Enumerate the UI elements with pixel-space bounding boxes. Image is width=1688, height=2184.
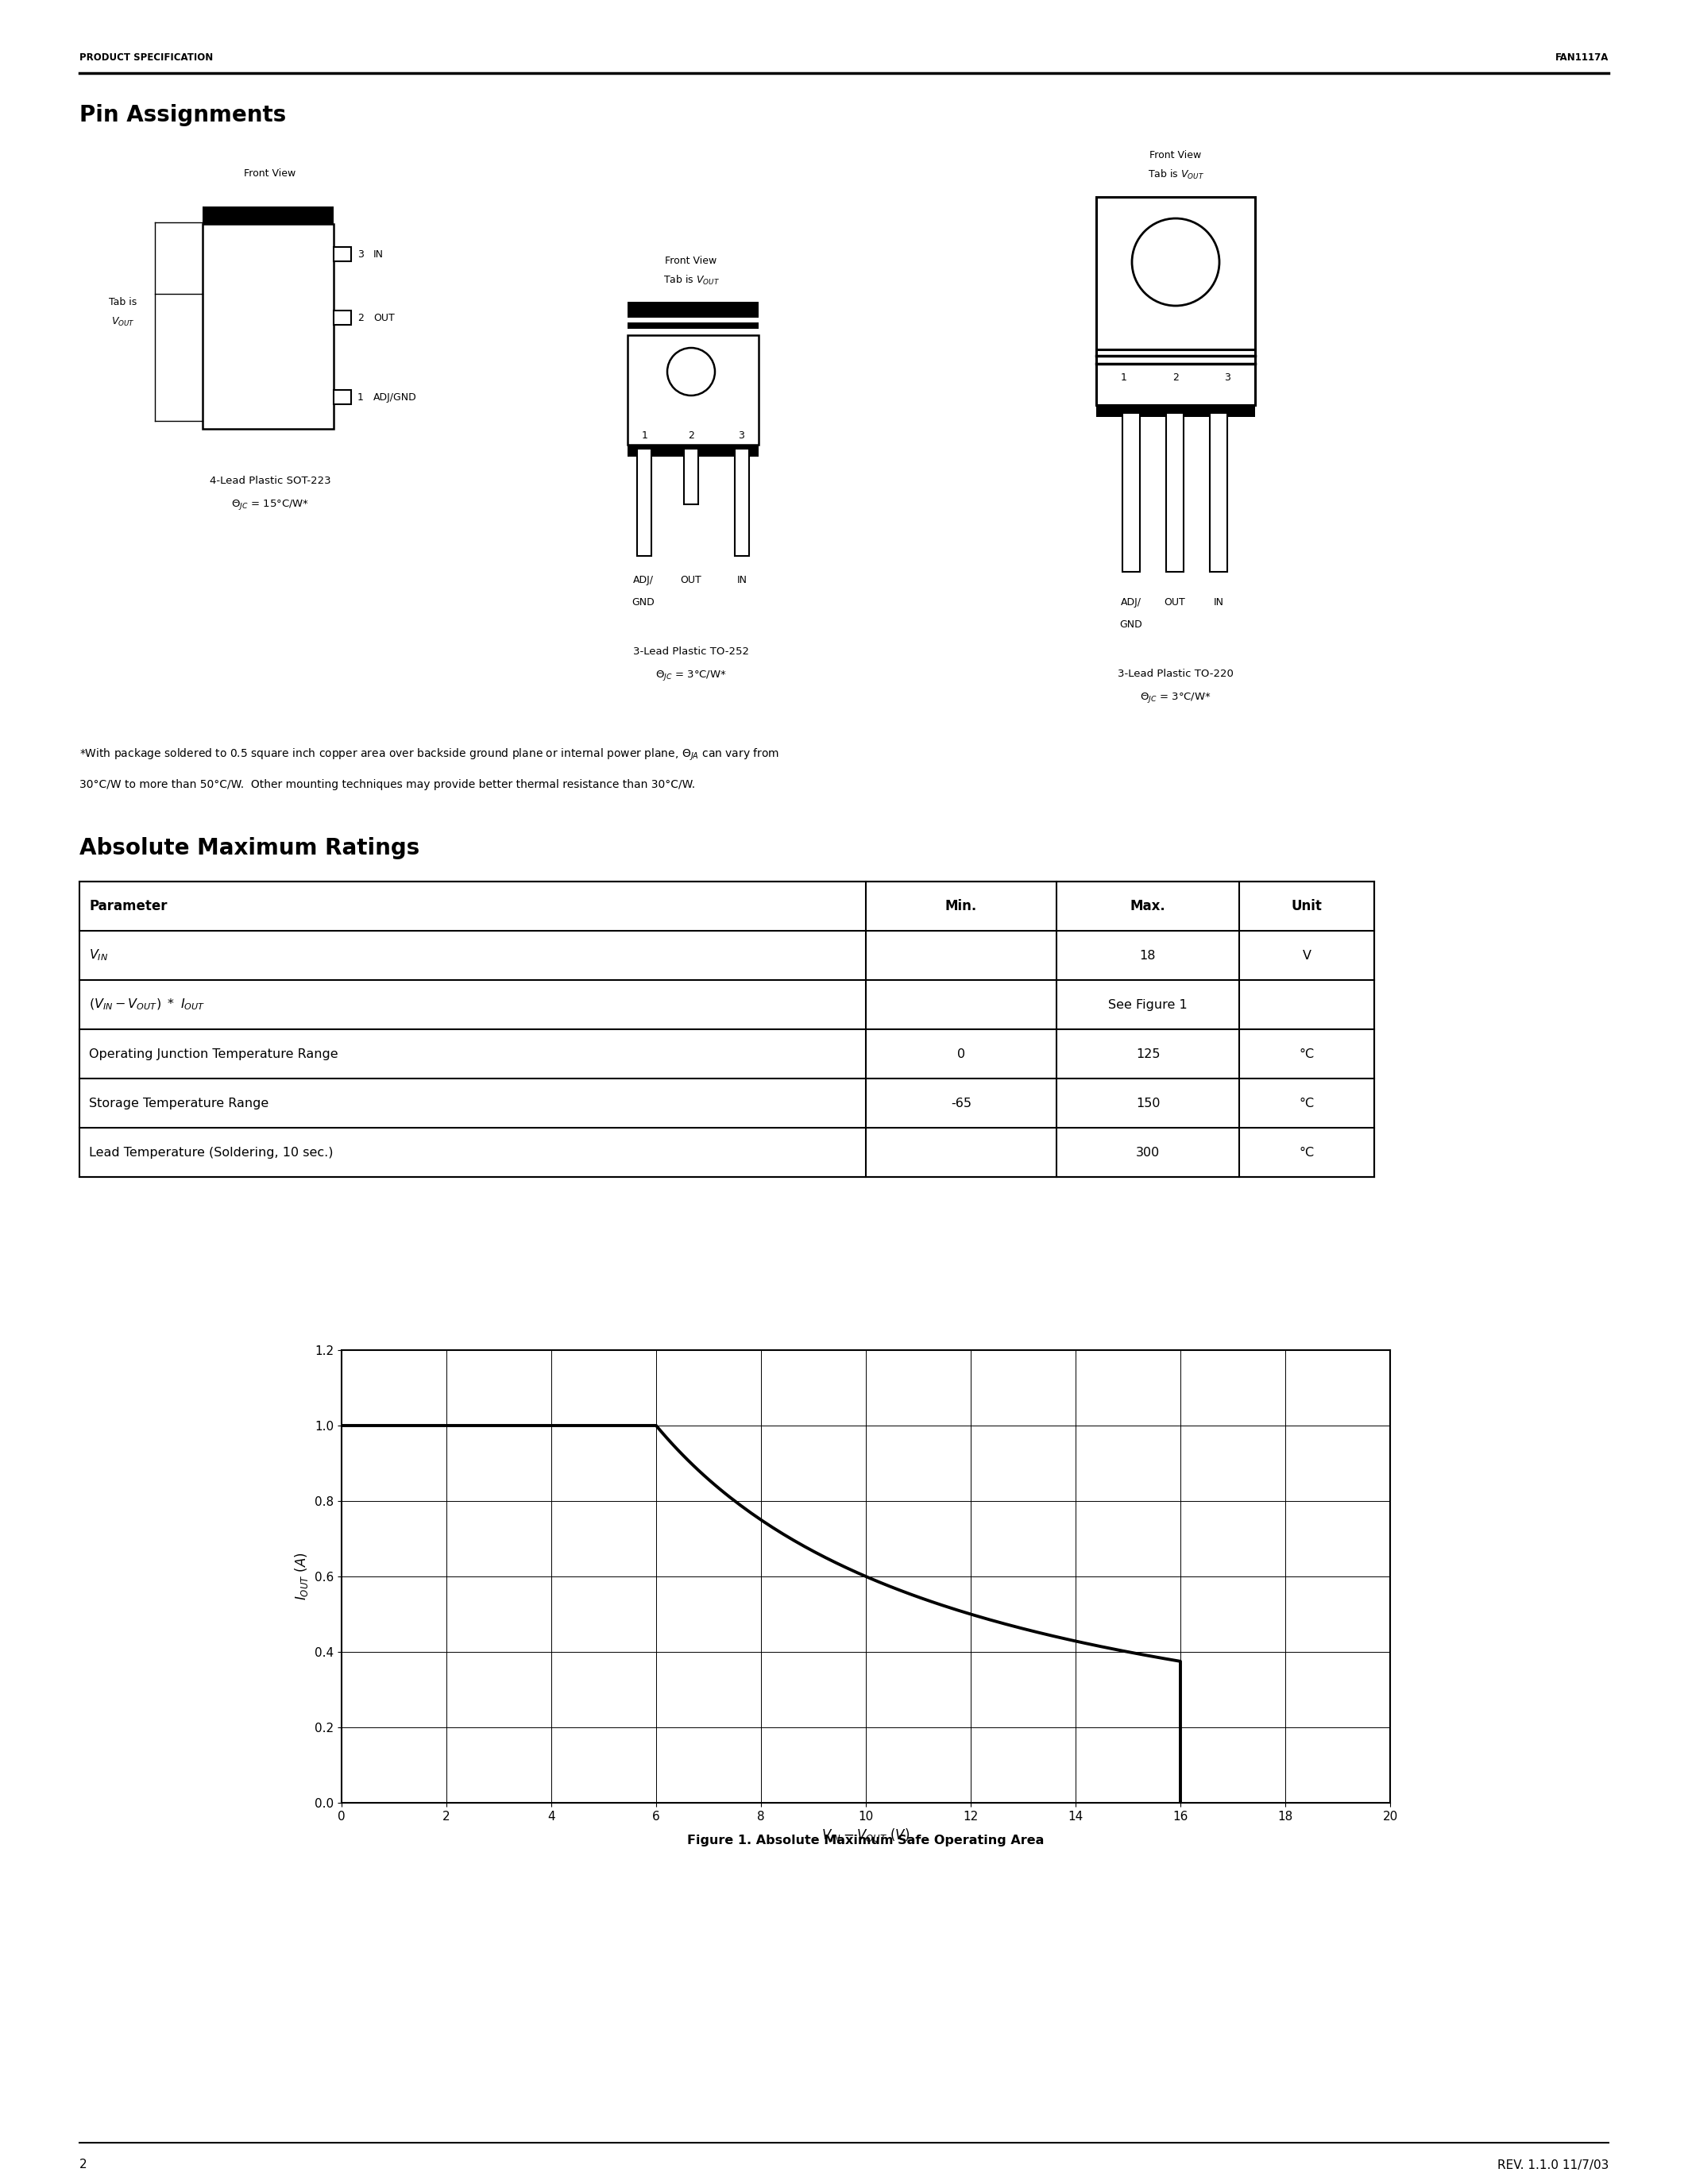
- Bar: [203, 225, 334, 428]
- Text: Max.: Max.: [1129, 900, 1166, 913]
- Bar: [1166, 413, 1183, 572]
- Text: OUT: OUT: [680, 574, 702, 585]
- Text: IN: IN: [736, 574, 748, 585]
- Text: ADJ/GND: ADJ/GND: [373, 391, 417, 402]
- Text: Tab is $V_{OUT}$: Tab is $V_{OUT}$: [663, 273, 719, 286]
- Bar: [734, 448, 749, 557]
- Text: 0: 0: [957, 1048, 966, 1059]
- Bar: [1210, 413, 1227, 572]
- Text: Operating Junction Temperature Range: Operating Junction Temperature Range: [89, 1048, 338, 1059]
- Bar: [203, 207, 334, 225]
- Text: Min.: Min.: [945, 900, 977, 913]
- Text: 4-Lead Plastic SOT-223: 4-Lead Plastic SOT-223: [209, 476, 331, 485]
- Text: 2: 2: [1173, 371, 1178, 382]
- Text: See Figure 1: See Figure 1: [1109, 998, 1187, 1011]
- Text: Tab is $V_{OUT}$: Tab is $V_{OUT}$: [1148, 168, 1204, 181]
- Text: °C: °C: [1300, 1048, 1315, 1059]
- Text: Pin Assignments: Pin Assignments: [79, 105, 287, 127]
- Text: 1: 1: [1121, 371, 1128, 382]
- Text: Absolute Maximum Ratings: Absolute Maximum Ratings: [79, 836, 420, 858]
- Text: Unit: Unit: [1291, 900, 1322, 913]
- Circle shape: [667, 347, 716, 395]
- Text: $\Theta_{JC}$ = 3°C/W*: $\Theta_{JC}$ = 3°C/W*: [1139, 690, 1212, 703]
- Text: FAN1117A: FAN1117A: [1555, 52, 1609, 63]
- Text: Front View: Front View: [245, 168, 295, 179]
- Text: V: V: [1303, 950, 1312, 961]
- Bar: [1096, 404, 1256, 417]
- Text: °C: °C: [1300, 1096, 1315, 1109]
- Text: 3: 3: [1224, 371, 1231, 382]
- Text: IN: IN: [373, 249, 383, 260]
- Text: 3: 3: [738, 430, 744, 441]
- Text: Parameter: Parameter: [89, 900, 167, 913]
- Text: $(V_{IN} - V_{OUT})\ *\ I_{OUT}$: $(V_{IN} - V_{OUT})\ *\ I_{OUT}$: [89, 998, 206, 1011]
- Text: 3: 3: [358, 249, 363, 260]
- Text: Storage Temperature Range: Storage Temperature Range: [89, 1096, 268, 1109]
- Text: 1: 1: [358, 391, 363, 402]
- Bar: [628, 323, 758, 330]
- Text: GND: GND: [1119, 618, 1143, 629]
- Bar: [628, 446, 758, 456]
- Text: 18: 18: [1139, 950, 1156, 961]
- Text: OUT: OUT: [373, 312, 395, 323]
- Text: GND: GND: [631, 596, 655, 607]
- Bar: [1096, 197, 1256, 349]
- Text: 1: 1: [641, 430, 648, 441]
- Text: 30°C/W to more than 50°C/W.  Other mounting techniques may provide better therma: 30°C/W to more than 50°C/W. Other mounti…: [79, 780, 695, 791]
- Text: Lead Temperature (Soldering, 10 sec.): Lead Temperature (Soldering, 10 sec.): [89, 1147, 333, 1158]
- Text: 300: 300: [1136, 1147, 1160, 1158]
- Text: $V_{OUT}$: $V_{OUT}$: [111, 317, 135, 328]
- Text: ADJ/: ADJ/: [633, 574, 653, 585]
- Text: PRODUCT SPECIFICATION: PRODUCT SPECIFICATION: [79, 52, 213, 63]
- Text: 3-Lead Plastic TO-252: 3-Lead Plastic TO-252: [633, 646, 749, 657]
- Y-axis label: $I_{OUT}\ (A)$: $I_{OUT}\ (A)$: [294, 1553, 311, 1601]
- Bar: [1123, 413, 1139, 572]
- Bar: [334, 310, 351, 325]
- Circle shape: [1133, 218, 1219, 306]
- Text: Figure 1. Absolute Maximum Safe Operating Area: Figure 1. Absolute Maximum Safe Operatin…: [687, 1835, 1045, 1845]
- Text: $\Theta_{JC}$ = 15°C/W*: $\Theta_{JC}$ = 15°C/W*: [231, 498, 309, 511]
- Bar: [684, 448, 699, 505]
- Text: Front View: Front View: [1150, 151, 1202, 159]
- Bar: [334, 391, 351, 404]
- Text: -65: -65: [950, 1096, 972, 1109]
- Text: ADJ/: ADJ/: [1121, 596, 1141, 607]
- Text: *With package soldered to 0.5 square inch copper area over backside ground plane: *With package soldered to 0.5 square inc…: [79, 747, 780, 762]
- Text: 3-Lead Plastic TO-220: 3-Lead Plastic TO-220: [1117, 668, 1234, 679]
- Text: °C: °C: [1300, 1147, 1315, 1158]
- Text: Front View: Front View: [665, 256, 717, 266]
- Bar: [628, 301, 758, 317]
- X-axis label: $V_{IN} - V_{OUT}\ (V)$: $V_{IN} - V_{OUT}\ (V)$: [822, 1826, 910, 1843]
- Bar: [1096, 349, 1256, 404]
- Text: $V_{IN}$: $V_{IN}$: [89, 948, 108, 963]
- Text: REV. 1.1.0 11/7/03: REV. 1.1.0 11/7/03: [1497, 2160, 1609, 2171]
- Text: IN: IN: [1214, 596, 1224, 607]
- Text: Tab is: Tab is: [110, 297, 137, 308]
- Bar: [636, 448, 652, 557]
- Bar: [79, 882, 1374, 1177]
- Text: OUT: OUT: [1165, 596, 1185, 607]
- Text: 2: 2: [79, 2160, 88, 2171]
- Text: 150: 150: [1136, 1096, 1160, 1109]
- Text: $\Theta_{JC}$ = 3°C/W*: $\Theta_{JC}$ = 3°C/W*: [655, 668, 728, 681]
- Bar: [334, 247, 351, 262]
- Text: 2: 2: [358, 312, 363, 323]
- Bar: [628, 334, 758, 446]
- Text: 125: 125: [1136, 1048, 1160, 1059]
- Text: 2: 2: [689, 430, 694, 441]
